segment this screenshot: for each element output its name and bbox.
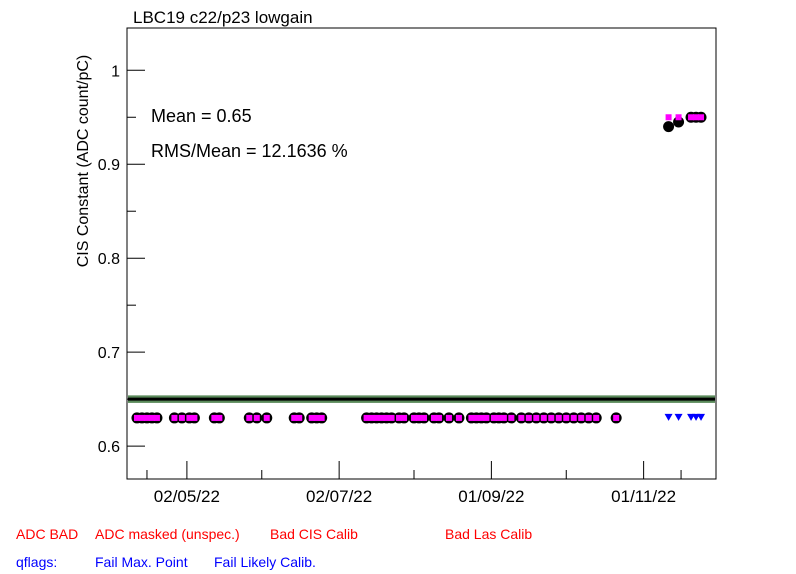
- data-point-square: [373, 414, 380, 421]
- data-point-triangle: [697, 413, 706, 421]
- data-point-square: [296, 414, 303, 421]
- data-point-square: [555, 414, 562, 421]
- data-point-triangle: [664, 413, 673, 421]
- data-point-square: [388, 414, 395, 421]
- legend-fail-likely-calib: Fail Likely Calib.: [214, 554, 316, 570]
- rms-stat: RMS/Mean = 12.1636 %: [151, 141, 348, 161]
- data-point-square: [483, 414, 490, 421]
- data-point-square: [148, 414, 155, 421]
- y-tick-label: 1: [111, 63, 120, 80]
- legend-adc-masked: ADC masked (unspec.): [95, 526, 240, 542]
- data-point-square: [693, 114, 700, 121]
- x-tick-label: 02/07/22: [306, 487, 372, 506]
- data-point-square: [675, 114, 682, 121]
- y-tick-label: 0.9: [98, 157, 120, 174]
- y-tick-label: 0.6: [98, 439, 120, 456]
- data-point-square: [540, 414, 547, 421]
- y-tick-label: 0.8: [98, 251, 120, 268]
- mean-stat: Mean = 0.65: [151, 106, 252, 126]
- data-point-square: [363, 414, 370, 421]
- data-point-square: [416, 414, 423, 421]
- data-point-square: [698, 114, 705, 121]
- data-point-square: [263, 414, 270, 421]
- x-tick-label: 01/09/22: [458, 487, 524, 506]
- data-point-square: [253, 414, 260, 421]
- data-point-square: [171, 414, 178, 421]
- data-point-square: [455, 414, 462, 421]
- legend-qflags: qflags:: [16, 554, 58, 570]
- data-point-square: [383, 414, 390, 421]
- legend-bad-las-calib: Bad Las Calib: [445, 526, 533, 542]
- data-point-square: [246, 414, 253, 421]
- data-point-square: [368, 414, 375, 421]
- data-point-square: [420, 414, 427, 421]
- data-point-square: [216, 414, 223, 421]
- data-point-square: [613, 414, 620, 421]
- chart-title: LBC19 c22/p23 lowgain: [133, 8, 313, 27]
- data-point-square: [563, 414, 570, 421]
- data-point-circle: [663, 121, 675, 133]
- data-point-triangle: [674, 413, 683, 421]
- data-point-square: [313, 414, 320, 421]
- data-point-square: [133, 414, 140, 421]
- data-point-square: [665, 114, 672, 121]
- data-point-square: [585, 414, 592, 421]
- x-tick-label: 01/11/22: [611, 487, 676, 506]
- data-point-square: [401, 414, 408, 421]
- data-point-square: [508, 414, 515, 421]
- data-point-square: [473, 414, 480, 421]
- data-point-square: [178, 414, 185, 421]
- frame: [126, 27, 717, 480]
- data-point-square: [291, 414, 298, 421]
- data-point-square: [318, 414, 325, 421]
- data-point-square: [548, 414, 555, 421]
- data-markers: [131, 111, 707, 424]
- data-point-square: [468, 414, 475, 421]
- data-point-square: [525, 414, 532, 421]
- data-point-square: [411, 414, 418, 421]
- data-point-square: [490, 414, 497, 421]
- data-point-square: [143, 414, 150, 421]
- data-point-square: [186, 414, 193, 421]
- data-point-square: [570, 414, 577, 421]
- y-tick-label: 0.7: [98, 345, 120, 362]
- legend-adc-bad: ADC BAD: [16, 526, 79, 542]
- data-point-square: [396, 414, 403, 421]
- data-point-square: [308, 414, 315, 421]
- data-point-square: [430, 414, 437, 421]
- x-tick-label: 02/05/22: [154, 487, 220, 506]
- data-point-square: [688, 114, 695, 121]
- data-point-square: [211, 414, 218, 421]
- data-point-square: [478, 414, 485, 421]
- data-point-square: [495, 414, 502, 421]
- data-point-square: [191, 414, 198, 421]
- data-point-square: [533, 414, 540, 421]
- legend-bad-cis-calib: Bad CIS Calib: [270, 526, 358, 542]
- data-point-square: [153, 414, 160, 421]
- data-point-square: [445, 414, 452, 421]
- data-point-square: [378, 414, 385, 421]
- x-axis: 02/05/22 02/07/22 01/09/22 01/11/22: [146, 461, 682, 506]
- data-point-square: [578, 414, 585, 421]
- data-point-square: [593, 414, 600, 421]
- data-point-square: [500, 414, 507, 421]
- data-point-square: [435, 414, 442, 421]
- legend-fail-max-point: Fail Max. Point: [95, 554, 188, 570]
- data-point-square: [518, 414, 525, 421]
- data-point-square: [138, 414, 145, 421]
- y-axis-label: CIS Constant (ADC count/pC): [75, 55, 92, 268]
